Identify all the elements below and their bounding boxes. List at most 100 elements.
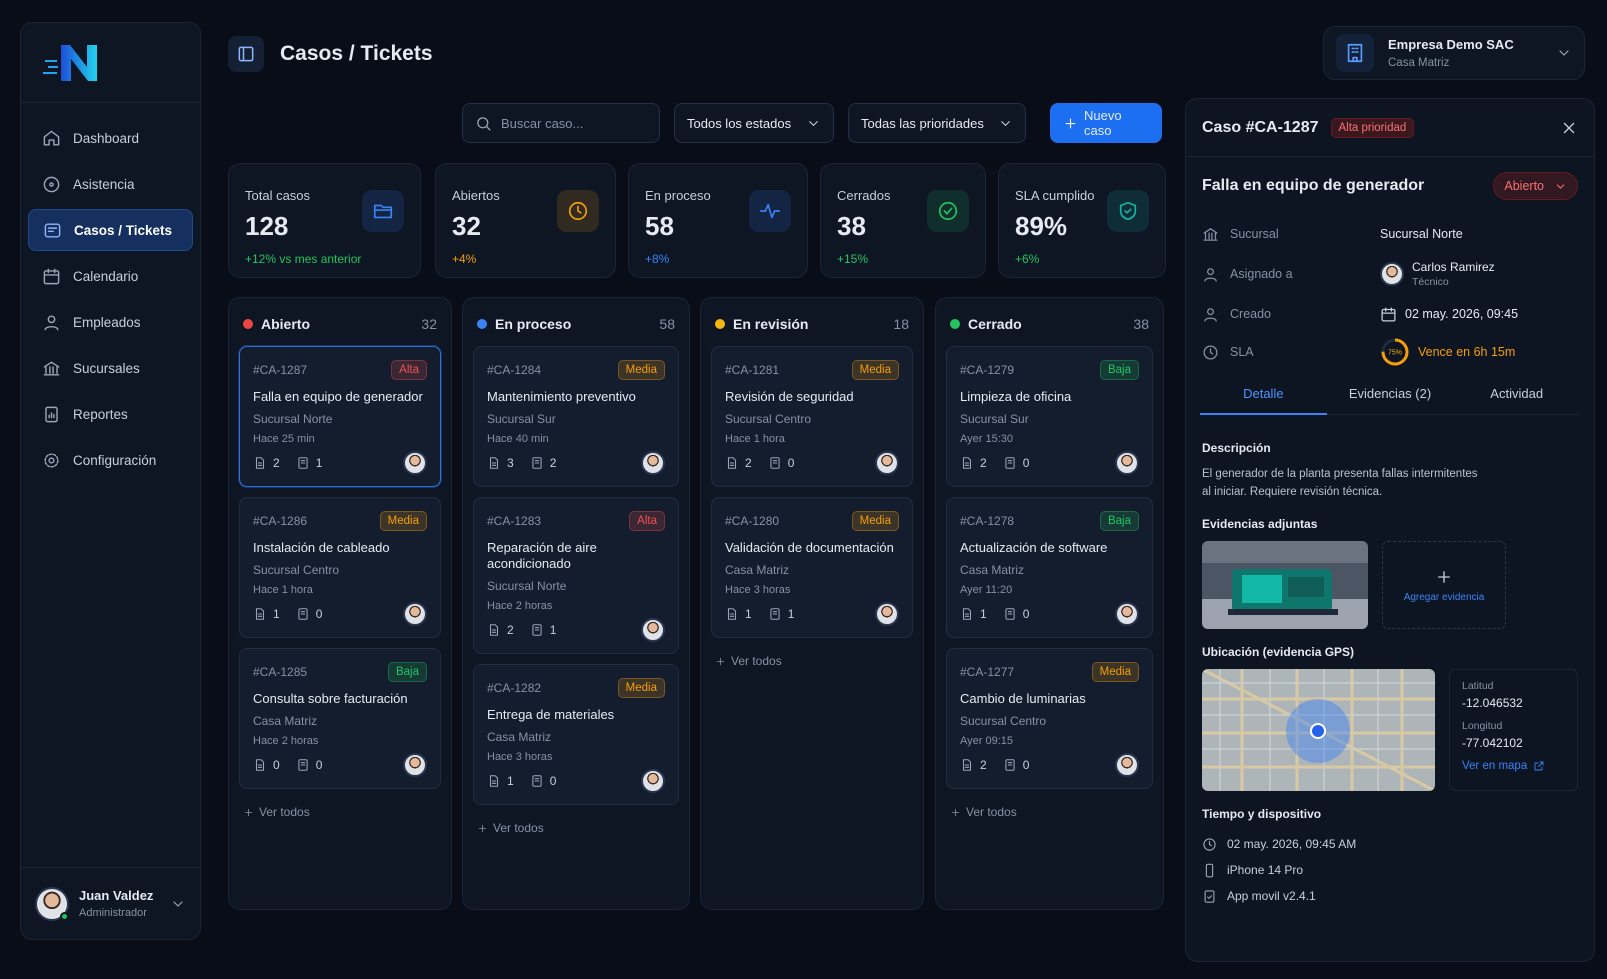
tab[interactable]: Evidencias (2) (1348, 385, 1432, 401)
company-branch: Casa Matriz (1388, 57, 1450, 69)
case-id: #CA-1284 (487, 363, 542, 377)
note-icon (296, 607, 310, 621)
icon-part (255, 608, 265, 620)
nav-item[interactable]: Dashboard (28, 117, 193, 159)
close-button[interactable] (1560, 119, 1578, 137)
assignee-avatar (1115, 602, 1139, 626)
detail-title-row: Falla en equipo de generador Abierto (1186, 157, 1594, 215)
nav-icon (43, 221, 62, 240)
stat-value: 89% (1015, 211, 1068, 241)
nav-icon (42, 451, 61, 470)
icon-part (478, 824, 487, 832)
field-label: Asignado a (1230, 267, 1293, 281)
nav-item[interactable]: Asistencia (28, 163, 193, 205)
view-all-label: Ver todos (966, 805, 1017, 819)
tab[interactable]: Actividad (1490, 385, 1544, 401)
nav-item[interactable]: Reportes (28, 393, 193, 435)
nav-label: Configuración (73, 452, 157, 468)
view-all[interactable]: Ver todos (946, 799, 1153, 825)
status-dot (715, 319, 725, 329)
case-card[interactable]: #CA-1283 Alta Reparación de aire acondicio… (473, 497, 679, 654)
icon-part (577, 205, 582, 214)
icon-part (44, 452, 59, 468)
nav-item[interactable]: Sucursales (28, 347, 193, 389)
case-branch: Sucursal Centro (253, 563, 340, 577)
icon-part (1204, 889, 1215, 903)
nav-item[interactable]: Empleados (28, 301, 193, 343)
icon-part (1534, 761, 1544, 771)
case-card[interactable]: #CA-1282 Media Entrega de materiales Casa M… (473, 664, 679, 805)
case-card[interactable]: #CA-1285 Baja Consulta sobre facturación Ca… (239, 648, 441, 789)
status-filter[interactable]: Todos los estados (674, 103, 834, 143)
case-card[interactable]: #CA-1286 Media Instalación de cableado Sucu… (239, 497, 441, 638)
section-title: Ubicación (evidencia GPS) (1202, 645, 1355, 659)
view-all[interactable]: Ver todos (239, 799, 441, 825)
note-count: 1 (787, 607, 795, 621)
evidence-image[interactable] (1202, 541, 1368, 629)
nav-icon (42, 359, 61, 378)
status-select[interactable]: Abierto (1493, 172, 1578, 200)
icon-part (1381, 306, 1396, 322)
case-card[interactable]: #CA-1281 Media Revisión de seguridad Sucurs… (711, 346, 913, 487)
search-input[interactable]: Buscar caso... (462, 103, 660, 143)
icon-part (1202, 541, 1368, 563)
add-evidence[interactable]: Agregar evidencia (1382, 541, 1506, 629)
note-count: 0 (1022, 758, 1030, 772)
nav-item[interactable]: Configuración (28, 439, 193, 481)
case-branch: Casa Matriz (253, 714, 318, 728)
header-icon (228, 36, 264, 72)
company-selector[interactable]: Empresa Demo SAC Casa Matriz (1323, 26, 1585, 80)
icon-part (1065, 118, 1076, 128)
icon-part (964, 613, 970, 617)
tab[interactable]: Detalle (1200, 379, 1327, 415)
plus-icon (1063, 116, 1078, 131)
case-card[interactable]: #CA-1284 Media Mantenimiento preventivo Suc… (473, 346, 679, 487)
icon-part (44, 222, 61, 238)
file-icon (487, 623, 501, 637)
stat-label: SLA cumplido (1015, 188, 1095, 203)
case-card[interactable]: #CA-1279 Baja Limpieza de oficina Sucursal … (946, 346, 1153, 487)
column-header: En proceso 58 (473, 310, 679, 336)
case-card[interactable]: #CA-1277 Media Cambio de luminarias Sucursa… (946, 648, 1153, 789)
case-card[interactable]: #CA-1287 Alta Falla en equipo de generador… (239, 346, 441, 487)
case-id: #CA-1283 (487, 514, 542, 528)
user-menu[interactable]: Juan Valdez Administrador (21, 867, 200, 939)
icon-part (477, 116, 489, 128)
case-card[interactable]: #CA-1278 Baja Actualización de software Cas… (946, 497, 1153, 638)
file-count: 1 (273, 607, 280, 621)
new-case-button[interactable]: Nuevo caso (1050, 103, 1162, 143)
case-time: Ayer 15:30 (960, 433, 1014, 445)
view-all[interactable]: Ver todos (473, 815, 679, 841)
icon-part (173, 900, 183, 907)
assignee-avatar (641, 769, 665, 793)
icon-part (1007, 762, 1012, 766)
icon-part (760, 203, 780, 219)
field-value: Sucursal Norte (1380, 227, 1463, 241)
status-dot (243, 319, 253, 329)
device-icon (1202, 863, 1217, 878)
view-all[interactable]: Ver todos (711, 648, 913, 674)
column-name: En revisión (733, 316, 809, 332)
map-link[interactable]: Ver en mapa (1462, 760, 1565, 772)
nav-item[interactable]: Casos / Tickets (28, 209, 193, 251)
assignee-role: Técnico (1412, 276, 1449, 288)
note-count: 0 (549, 774, 557, 788)
icon-part (964, 764, 970, 768)
nav-item[interactable]: Calendario (28, 255, 193, 297)
icon-part (770, 608, 780, 620)
file-icon (253, 758, 267, 772)
priority-filter[interactable]: Todas las prioridades (848, 103, 1026, 143)
ring-label: 75% (1388, 350, 1402, 357)
icon-part (568, 201, 588, 221)
case-card[interactable]: #CA-1280 Media Validación de documentación… (711, 497, 913, 638)
file-count: 0 (273, 758, 280, 772)
card-top: #CA-1285 Baja (253, 662, 427, 682)
icon-part (1005, 759, 1015, 771)
icon-part (1204, 277, 1217, 282)
icon-part (962, 759, 972, 771)
icon-part (298, 457, 308, 469)
button-label: Nuevo caso (1084, 108, 1122, 138)
